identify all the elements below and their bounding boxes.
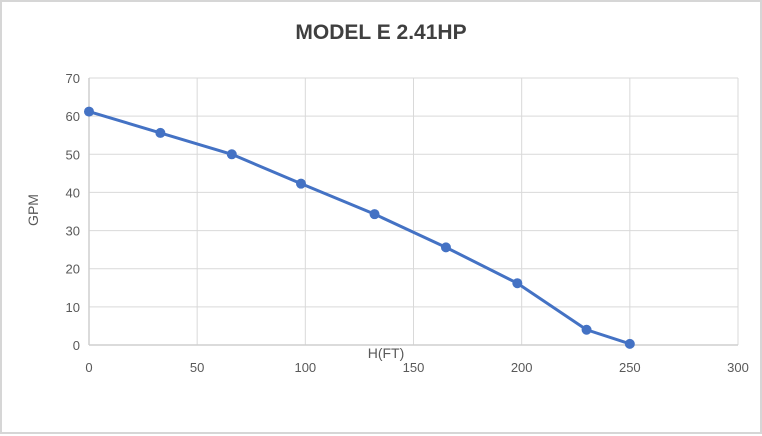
y-tick-label: 70 <box>66 71 80 86</box>
x-axis-title: H(FT) <box>367 345 405 361</box>
y-tick-label: 40 <box>66 185 80 200</box>
y-tick-label: 0 <box>73 338 80 353</box>
data-point <box>155 127 166 138</box>
x-tick-label: 300 <box>727 360 749 375</box>
data-point <box>440 242 451 253</box>
data-point <box>226 149 237 160</box>
chart-title: MODEL E 2.41HP <box>295 21 467 44</box>
y-tick-label: 10 <box>66 300 80 315</box>
y-tick-label: 50 <box>66 147 80 162</box>
x-tick-label: 250 <box>619 360 641 375</box>
x-tick-label: 200 <box>511 360 533 375</box>
data-point <box>512 278 523 289</box>
y-tick-label: 20 <box>66 262 80 277</box>
data-point <box>296 178 307 189</box>
data-point <box>581 324 592 335</box>
series-line <box>87 110 632 346</box>
x-tick-label: 100 <box>294 360 316 375</box>
y-tick-label: 30 <box>66 224 80 239</box>
x-tick-label: 0 <box>85 360 92 375</box>
data-point <box>369 209 380 220</box>
x-tick-label: 50 <box>190 360 204 375</box>
x-tick-label: 150 <box>403 360 425 375</box>
data-point <box>624 338 635 349</box>
data-point <box>84 106 94 117</box>
y-tick-label: 60 <box>66 109 80 124</box>
